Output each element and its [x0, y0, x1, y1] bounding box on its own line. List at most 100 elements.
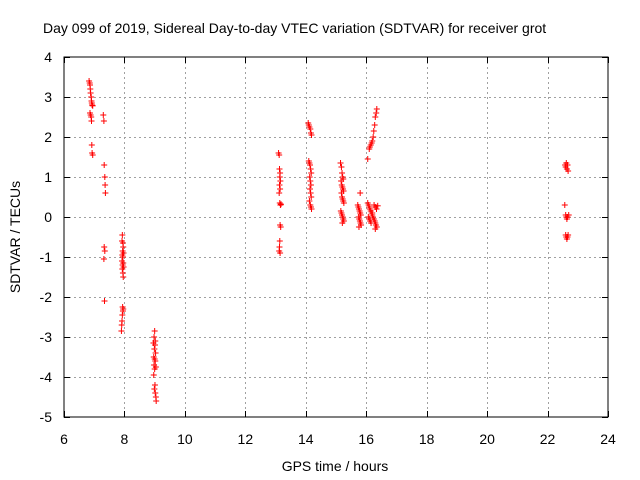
data-point [277, 186, 284, 192]
data-point [102, 190, 109, 196]
data-point [357, 190, 364, 196]
data-point [101, 248, 108, 254]
data-point [277, 250, 284, 256]
data-point [101, 298, 108, 304]
data-point [308, 206, 315, 212]
x-tick-label: 6 [60, 431, 68, 447]
plot-frame [63, 56, 609, 418]
y-tick-label: -3 [40, 329, 53, 345]
data-point [308, 194, 315, 200]
data-point [307, 178, 314, 184]
y-tick-label: -4 [40, 369, 53, 385]
y-tick-label: 1 [44, 169, 52, 185]
data-point [100, 112, 107, 118]
data-point [88, 142, 95, 148]
data-point [277, 201, 284, 208]
data-point [338, 164, 345, 170]
data-point [87, 90, 94, 96]
x-tick-label: 18 [419, 431, 435, 447]
y-tick-label: 4 [44, 49, 52, 65]
x-tick-label: 20 [479, 431, 495, 447]
data-point [276, 190, 283, 196]
chart-title: Day 099 of 2019, Sidereal Day-to-day VTE… [43, 20, 546, 36]
data-point [308, 132, 315, 138]
data-point [151, 382, 158, 388]
data-point [120, 274, 127, 280]
data-point [370, 128, 377, 134]
data-point [565, 232, 572, 238]
data-point [561, 202, 568, 208]
data-point [373, 110, 380, 116]
data-point [337, 160, 344, 166]
data-point [101, 174, 108, 180]
data-point [89, 102, 96, 108]
axis-ticks [64, 57, 609, 418]
y-axis-label: SDTVAR / TECUs [7, 181, 23, 293]
data-point [307, 182, 314, 188]
x-axis-label: GPS time / hours [282, 458, 389, 474]
data-point [307, 190, 314, 196]
data-point [151, 366, 158, 372]
data-point [152, 390, 159, 396]
x-tick-label: 16 [358, 431, 374, 447]
data-point [101, 162, 108, 168]
y-tick-label: -1 [40, 249, 53, 265]
data-point [374, 202, 381, 209]
data-point [153, 398, 160, 404]
data-point [276, 174, 283, 180]
data-point [306, 198, 313, 204]
data-point [119, 266, 126, 272]
data-point [88, 118, 95, 124]
data-point [307, 166, 314, 172]
data-point [371, 122, 378, 128]
data-point [276, 166, 283, 172]
data-point [308, 170, 315, 176]
data-point [338, 178, 345, 184]
x-tick-label: 12 [238, 431, 254, 447]
data-point [100, 256, 107, 262]
data-point [151, 342, 158, 348]
data-point [89, 152, 96, 158]
data-point [364, 156, 371, 162]
data-point [89, 102, 96, 109]
data-point [369, 210, 376, 216]
data-point [276, 152, 283, 158]
x-tick-label: 24 [600, 431, 616, 447]
data-point [306, 174, 313, 180]
data-point [151, 328, 158, 334]
data-point [307, 126, 314, 132]
y-tick-label: 3 [44, 89, 52, 105]
data-point [277, 224, 284, 230]
x-tick-labels: 6 8 10 12 14 16 18 20 22 24 [60, 431, 616, 447]
data-point [151, 386, 158, 392]
data-point [564, 162, 571, 168]
data-point [366, 146, 373, 152]
data-point [152, 358, 159, 364]
data-point [277, 178, 284, 184]
data-point [119, 312, 126, 318]
x-tick-label: 8 [121, 431, 129, 447]
data-point [339, 220, 346, 226]
data-point [307, 162, 314, 168]
x-tick-label: 14 [298, 431, 314, 447]
data-point [370, 134, 377, 140]
data-points [86, 78, 572, 404]
data-point [119, 232, 126, 238]
data-point [120, 244, 127, 250]
data-point [102, 182, 109, 188]
grid-lines [64, 57, 608, 417]
x-tick-label: 22 [540, 431, 556, 447]
data-point [276, 182, 283, 188]
data-point [152, 350, 159, 356]
data-point [338, 190, 345, 196]
data-point [119, 254, 126, 260]
data-point [151, 346, 158, 352]
data-point [276, 238, 283, 244]
x-tick-label: 10 [177, 431, 193, 447]
y-tick-label: 2 [44, 129, 52, 145]
data-point [372, 114, 379, 120]
data-point [307, 186, 314, 192]
y-tick-label: -5 [40, 409, 53, 425]
data-point [150, 372, 157, 378]
